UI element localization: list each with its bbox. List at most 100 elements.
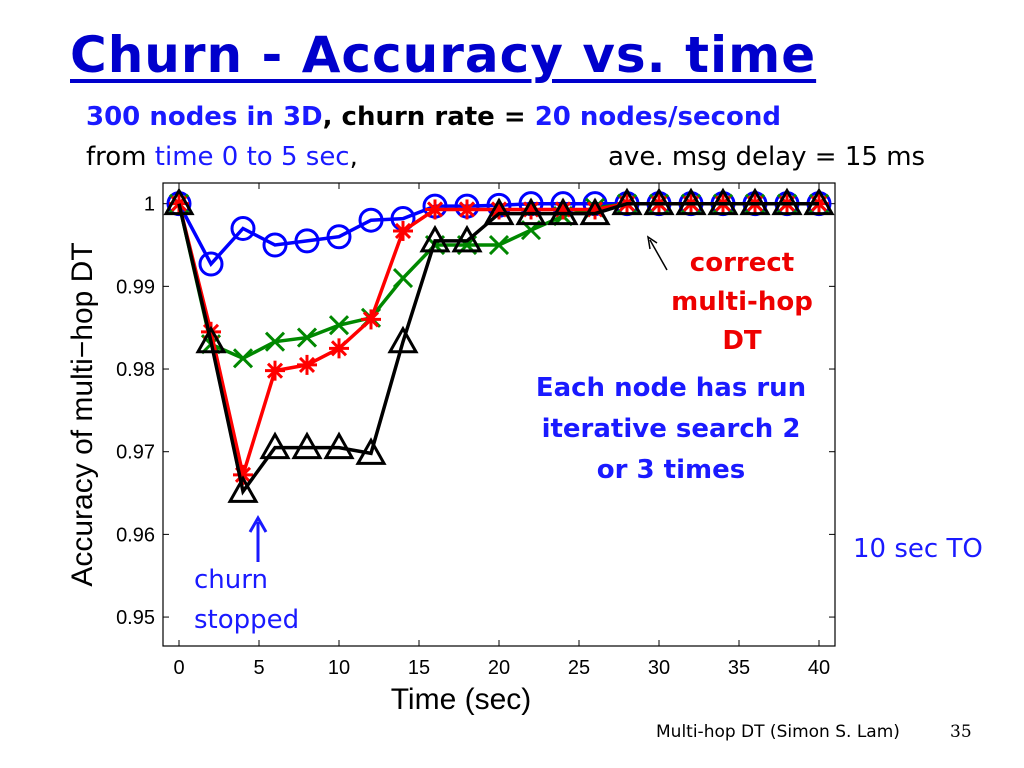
y-tick-label: 0.96 xyxy=(116,524,155,546)
page-number: 35 xyxy=(950,722,972,742)
y-tick-label: 0.95 xyxy=(116,607,155,629)
x-tick-label: 15 xyxy=(408,657,430,679)
annotation-correct-line: DT xyxy=(722,326,762,356)
data-point-star xyxy=(393,220,413,241)
data-point-x xyxy=(232,348,254,369)
data-point-x xyxy=(392,268,414,289)
data-point-x-stroke xyxy=(296,327,318,348)
annotation-timeout: 10 sec TO xyxy=(853,534,983,564)
subtitle-time-range: time 0 to 5 sec xyxy=(154,142,350,172)
data-point-star-stroke xyxy=(394,222,412,240)
data-point-triangle xyxy=(803,187,835,216)
data-point-triangle xyxy=(323,431,355,460)
data-point-star-stroke xyxy=(330,340,348,357)
data-point-x-stroke xyxy=(392,268,414,289)
data-point-star xyxy=(265,360,285,381)
x-tick-label: 10 xyxy=(328,657,350,679)
x-tick-label: 35 xyxy=(728,657,750,679)
data-point-triangle xyxy=(451,224,483,253)
data-point-triangle xyxy=(419,224,451,253)
slide-title: Churn - Accuracy vs. time xyxy=(70,26,817,84)
data-point-triangle xyxy=(259,431,291,460)
data-point-circle xyxy=(262,232,288,258)
churn-stopped-arrow-head xyxy=(248,514,268,533)
data-point-triangle xyxy=(387,325,419,354)
slide-footer: Multi-hop DT (Simon S. Lam) xyxy=(656,722,900,742)
data-point-x xyxy=(488,234,510,256)
x-tick-label: 5 xyxy=(253,657,264,679)
data-point-star xyxy=(297,354,317,375)
data-point-triangle xyxy=(515,197,547,226)
data-point-star-stroke xyxy=(266,362,284,379)
subtitle-nodes: 300 nodes in 3D xyxy=(86,102,323,132)
data-point-triangle xyxy=(291,431,323,460)
data-point-triangle xyxy=(707,187,739,216)
x-tick-label: 20 xyxy=(488,657,510,679)
data-point-x xyxy=(296,327,318,348)
data-point-triangle xyxy=(771,187,803,216)
data-point-star-stroke xyxy=(362,311,380,328)
x-axis-label: Time (sec) xyxy=(391,683,532,716)
annotation-correct-line: correct xyxy=(689,248,795,278)
data-point-circle xyxy=(358,207,384,233)
x-tick-label: 30 xyxy=(648,657,670,679)
data-point-triangle xyxy=(611,187,643,216)
correct-arrow-head xyxy=(646,235,658,250)
subtitle-line-2: from time 0 to 5 sec, xyxy=(86,142,358,172)
subtitle-churn-rate-value: 20 nodes/second xyxy=(534,102,782,132)
data-point-triangle xyxy=(579,197,611,226)
annotation-each-line: or 3 times xyxy=(596,455,746,485)
annotation-each-line: iterative search 2 xyxy=(541,414,801,444)
data-point-circle xyxy=(294,228,320,254)
data-point-star-stroke xyxy=(426,201,444,218)
y-tick-label: 1 xyxy=(144,194,155,216)
data-point-triangle xyxy=(227,475,259,503)
y-tick-label: 0.97 xyxy=(116,442,155,464)
data-point-triangle xyxy=(195,325,227,354)
correct-arrow-shaft xyxy=(649,239,668,271)
subtitle-churn-rate-label: , churn rate = xyxy=(322,102,535,132)
chart-series xyxy=(163,187,835,503)
data-point-star xyxy=(329,338,349,359)
annotation-churn-line: churn xyxy=(194,565,268,595)
subtitle-from: from xyxy=(86,142,155,172)
data-point-circle xyxy=(326,224,352,250)
data-point-x-stroke xyxy=(328,315,350,336)
annotation-correct-dt: correct multi-hop DT xyxy=(650,244,834,361)
data-point-star-stroke xyxy=(458,201,476,218)
data-point-x-stroke xyxy=(488,234,510,256)
data-point-x xyxy=(328,315,350,336)
x-tick-label: 25 xyxy=(568,657,590,679)
data-point-star-stroke xyxy=(234,466,252,483)
data-point-x-stroke xyxy=(264,331,286,352)
data-point-triangle xyxy=(547,197,579,226)
y-tick-label: 0.98 xyxy=(116,359,155,381)
annotation-correct-line: multi-hop xyxy=(671,287,813,317)
annotation-each-line: Each node has run xyxy=(535,373,807,403)
subtitle-msg-delay: ave. msg delay = 15 ms xyxy=(608,142,926,172)
data-point-star-stroke xyxy=(490,201,508,218)
data-point-triangle xyxy=(643,187,675,216)
chart-axes: 0 5 10 15 20 25 30 35 40 0.95 0.96 0.97 0.98 0.99 1 Tim… xyxy=(66,182,836,716)
y-tick-label: 0.99 xyxy=(116,276,155,298)
data-point-triangle xyxy=(355,437,387,465)
data-point-triangle xyxy=(483,197,515,226)
annotation-churn-stopped: churn stopped xyxy=(194,560,299,640)
subtitle-comma: , xyxy=(349,142,358,172)
data-point-star xyxy=(457,199,477,220)
annotation-arrows xyxy=(248,235,668,562)
x-tick-label: 40 xyxy=(808,657,830,679)
data-point-x xyxy=(264,331,286,352)
data-point-star xyxy=(361,309,381,330)
subtitle-line-1: 300 nodes in 3D, churn rate = 20 nodes/s… xyxy=(86,102,781,132)
data-point-triangle xyxy=(739,187,771,216)
y-axis-label: Accuracy of multi−hop DT xyxy=(66,242,99,586)
data-point-circle xyxy=(198,251,224,277)
data-point-star xyxy=(425,199,445,220)
series-line xyxy=(177,201,819,496)
data-point-x-stroke xyxy=(232,348,254,369)
x-tick-label: 0 xyxy=(173,657,184,679)
annotation-iterative-search: Each node has run iterative search 2 or … xyxy=(510,368,832,491)
data-point-triangle xyxy=(675,187,707,216)
